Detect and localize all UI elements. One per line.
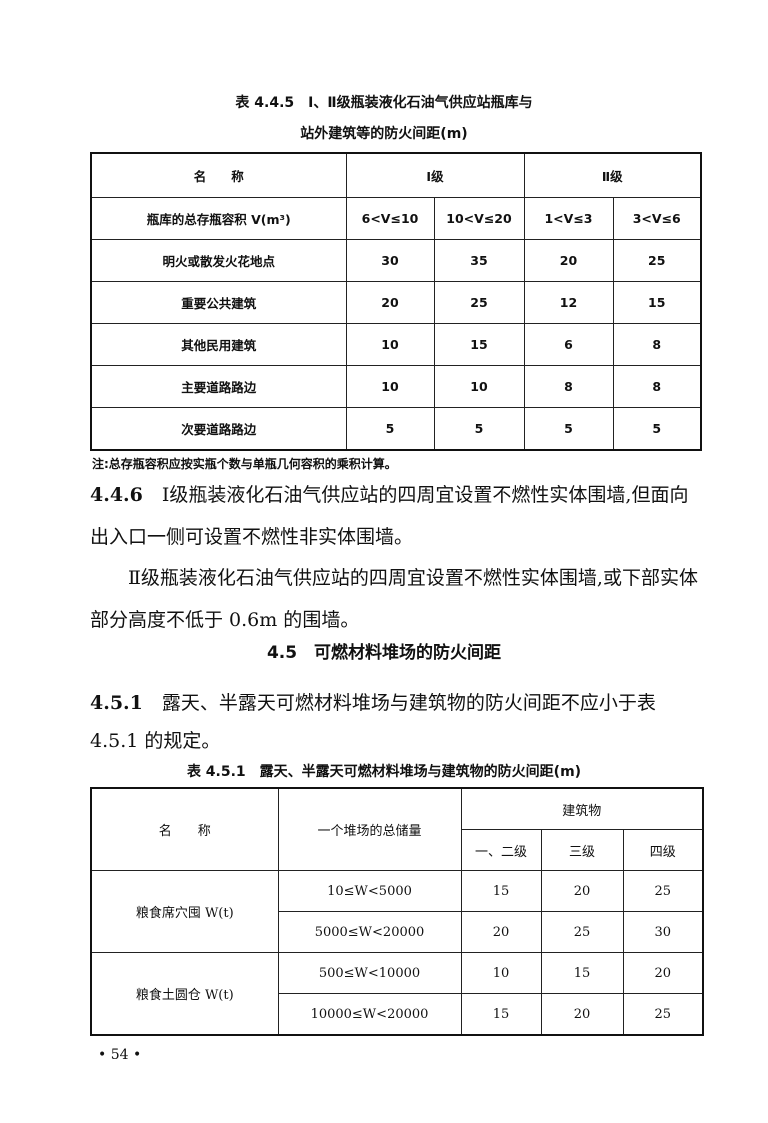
cell-value: 20 (460, 911, 542, 953)
cell-value: 15 (460, 993, 542, 1036)
volume-range: 3<V≤6 (612, 196, 702, 240)
table-row: 主要道路路边 10 10 8 8 (90, 364, 702, 408)
header-storage: 一个堆场的总储量 (277, 787, 462, 871)
volume-range: 6<V≤10 (345, 196, 435, 240)
clause-number: 4.4.6 (90, 484, 143, 506)
table2-caption: 表 4.5.1 露天、半露天可燃材料堆场与建筑物的防火间距(m) (186, 764, 582, 780)
row-label: 其他民用建筑 (90, 322, 347, 366)
section-heading: 4.5 可燃材料堆场的防火间距 (266, 643, 502, 663)
volume-range: 1<V≤3 (523, 196, 614, 240)
cell-value: 10 (460, 952, 542, 994)
cell-value: 20 (622, 952, 704, 994)
clause-4-5-1: 4.5.1 露天、半露天可燃材料堆场与建筑物的防火间距不应小于表 4.5.1 的… (90, 684, 702, 760)
cell-value: 30 (345, 238, 435, 282)
table-4-4-5: 名 称 Ⅰ级 Ⅱ级 瓶库的总存瓶容积 V(m³) 6<V≤10 10<V≤20 1<… (90, 152, 703, 451)
header-grade2: Ⅱ级 (523, 152, 702, 198)
row-label: 次要道路路边 (90, 406, 347, 450)
table1-note: 注:总存瓶容积应按实瓶个数与单瓶几何容积的乘积计算。 (92, 457, 397, 471)
table-row: 其他民用建筑 10 15 6 8 (90, 322, 702, 366)
table-row: 粮食席穴囤 W(t) 10≤W<5000 15 20 25 (90, 870, 704, 953)
cell-value: 25 (622, 870, 704, 912)
table-row: 5000≤W<20000 20 25 30 (91, 911, 704, 953)
cell-value: 20 (523, 238, 614, 282)
cell-value: 25 (433, 280, 525, 324)
table-row: 粮食土圆仓 W(t) 500≤W<10000 10 15 20 (90, 952, 704, 1036)
cell-value: 25 (612, 238, 702, 282)
clause-number: 4.5.1 (90, 692, 143, 714)
header-name: 名 称 (90, 787, 279, 871)
cell-value: 6 (523, 322, 614, 366)
cell-value: 8 (523, 364, 614, 408)
table1-caption-line2: 站外建筑等的防火间距(m) (300, 126, 468, 142)
header-building: 建筑物 (460, 787, 704, 830)
cell-value: 15 (612, 280, 702, 324)
row-label: 明火或散发火花地点 (90, 238, 347, 282)
storage-range: 5000≤W<20000 (277, 911, 462, 953)
header-grade: 一、二级 (460, 829, 542, 871)
cell-value: 10 (345, 322, 435, 366)
cell-value: 10 (433, 364, 525, 408)
table-row: 次要道路路边 5 5 5 5 (90, 406, 702, 450)
cell-value: 8 (612, 322, 702, 366)
volume-range: 10<V≤20 (433, 196, 525, 240)
storage-range: 10000≤W<20000 (277, 993, 462, 1036)
clause-4-4-6: 4.4.6 Ⅰ级瓶装液化石油气供应站的四周宜设置不燃性实体围墙,但面向出入口一侧… (90, 474, 702, 558)
cell-value: 25 (622, 993, 704, 1036)
table-row: 重要公共建筑 20 25 12 15 (90, 280, 702, 324)
table1-caption-line1: 表 4.4.5 Ⅰ、Ⅱ级瓶装液化石油气供应站瓶库与 (235, 95, 533, 111)
header-grade: 三级 (540, 829, 624, 871)
cell-value: 35 (433, 238, 525, 282)
storage-range: 10≤W<5000 (277, 870, 462, 912)
cell-value: 5 (345, 406, 435, 450)
storage-range: 500≤W<10000 (277, 952, 462, 994)
group-label: 粮食土圆仓 W(t) (90, 952, 279, 1036)
cell-value: 10 (345, 364, 435, 408)
cell-value: 5 (612, 406, 702, 450)
header-name: 名 称 (90, 152, 347, 198)
table-row: 明火或散发火花地点 30 35 20 25 (90, 238, 702, 282)
cell-value: 5 (523, 406, 614, 450)
cell-value: 30 (622, 911, 704, 953)
clause-text: Ⅰ级瓶装液化石油气供应站的四周宜设置不燃性实体围墙,但面向出入口一侧可设置不燃性… (90, 484, 689, 548)
header-grade1: Ⅰ级 (345, 152, 525, 198)
clause-4-4-6-para2: Ⅱ级瓶装液化石油气供应站的四周宜设置不燃性实体围墙,或下部实体部分高度不低于 0… (90, 567, 698, 631)
cell-value: 20 (345, 280, 435, 324)
cell-value: 20 (540, 870, 624, 912)
row-label: 主要道路路边 (90, 364, 347, 408)
table-4-5-1: 名 称一个堆场的总储量 建筑物 一、二级 三级 四级 粮食席穴囤 W(t) 10≤W<5… (90, 787, 705, 1036)
table-row: 10000≤W<20000 15 20 25 (91, 993, 704, 1036)
cell-value: 15 (433, 322, 525, 366)
cell-value: 12 (523, 280, 614, 324)
volume-label: 瓶库的总存瓶容积 V(m³) (90, 196, 347, 240)
header-grade: 四级 (622, 829, 704, 871)
cell-value: 8 (612, 364, 702, 408)
cell-value: 5 (433, 406, 525, 450)
row-label: 重要公共建筑 (90, 280, 347, 324)
cell-value: 25 (540, 911, 624, 953)
clause-text: 露天、半露天可燃材料堆场与建筑物的防火间距不应小于表 4.5.1 的规定。 (90, 692, 656, 752)
page-number: • 54 • (98, 1047, 142, 1063)
cell-value: 15 (540, 952, 624, 994)
cell-value: 20 (540, 993, 624, 1036)
group-label: 粮食席穴囤 W(t) (90, 870, 279, 953)
cell-value: 15 (460, 870, 542, 912)
